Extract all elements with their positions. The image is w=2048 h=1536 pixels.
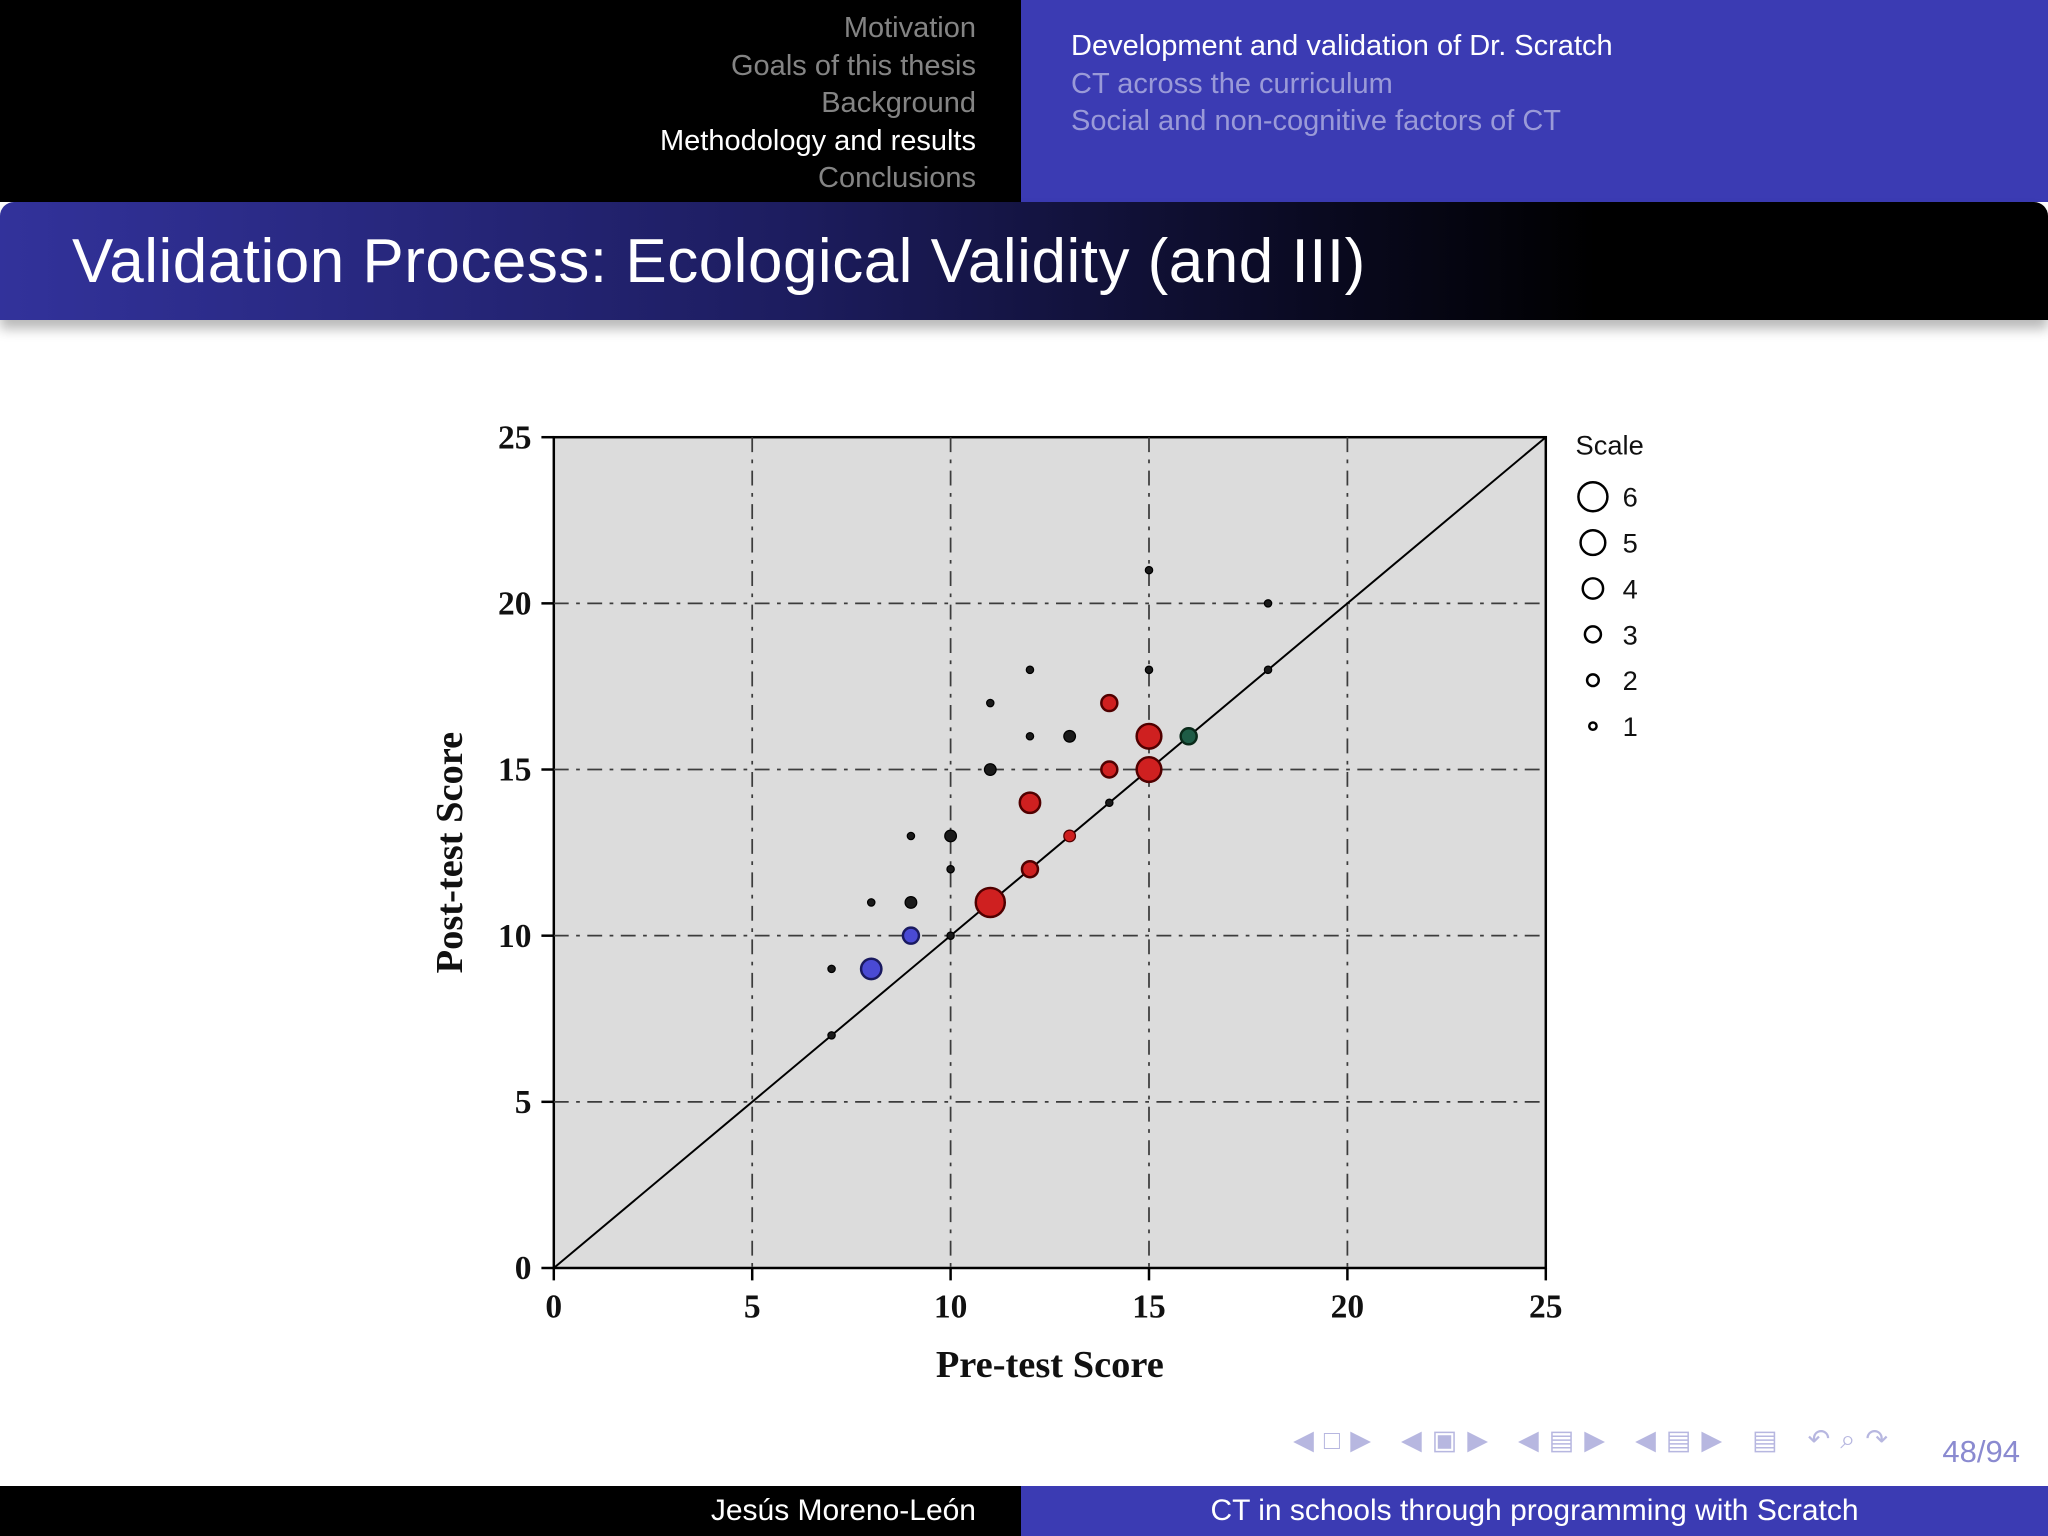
svg-text:15: 15	[498, 752, 531, 789]
svg-text:4: 4	[1623, 573, 1638, 604]
section-link[interactable]: Goals of this thesis	[731, 49, 976, 82]
go-forward-icon[interactable]: ↷	[1865, 1424, 1888, 1454]
slide-title-bar: Validation Process: Ecological Validity …	[0, 202, 2048, 320]
nav-group-frame: ◀ ▣ ▶	[1401, 1425, 1488, 1456]
section-icon[interactable]: ▤	[1665, 1424, 1692, 1455]
navigation-symbols: ◀ □ ▶ ◀ ▣ ▶ ◀ ▤ ▶ ◀ ▤ ▶ ▤ ↶ ⌕ ↷	[1263, 1424, 1888, 1456]
prev-subsection-icon[interactable]: ◀	[1518, 1424, 1539, 1455]
section-link[interactable]: Background	[821, 87, 976, 119]
svg-text:Pre-test Score: Pre-test Score	[936, 1344, 1164, 1386]
frame-icon[interactable]: ▣	[1431, 1424, 1458, 1455]
svg-text:10: 10	[498, 918, 531, 955]
svg-text:20: 20	[498, 586, 531, 623]
header: Motivation Goals of this thesis Background…	[0, 0, 2048, 202]
svg-text:2: 2	[1623, 665, 1638, 696]
svg-text:Scale: Scale	[1576, 430, 1644, 461]
prev-section-icon[interactable]: ◀	[1635, 1424, 1656, 1455]
prev-slide-icon[interactable]: ◀	[1293, 1424, 1314, 1455]
svg-text:10: 10	[934, 1289, 967, 1326]
svg-text:6: 6	[1623, 482, 1638, 513]
svg-text:5: 5	[515, 1084, 532, 1121]
svg-text:0: 0	[545, 1289, 562, 1326]
nav-group-section: ◀ ▤ ▶	[1635, 1425, 1722, 1456]
next-frame-icon[interactable]: ▶	[1467, 1424, 1489, 1455]
slide-title: Validation Process: Ecological Validity …	[72, 226, 1366, 296]
next-subsection-icon[interactable]: ▶	[1584, 1424, 1606, 1455]
nav-group-presentation: ▤	[1752, 1425, 1778, 1456]
footer: Jesús Moreno-León CT in schools through …	[0, 1486, 2048, 1536]
scatter-chart: 0 5 10 15 20 25 0 5 10 15 20 25 Pre-test Score Post-t…	[405, 400, 1769, 1491]
svg-text:15: 15	[1132, 1289, 1165, 1326]
svg-text:1: 1	[1623, 711, 1638, 742]
header-sections: Motivation Goals of this thesis Background…	[0, 0, 1021, 202]
svg-text:Post-test Score: Post-test Score	[429, 732, 471, 973]
header-subsections: Development and validation of Dr. Scratc…	[1021, 0, 2048, 202]
subsection-link[interactable]: Social and non-cognitive factors of CT	[1071, 105, 1562, 137]
nav-group-subsection: ◀ ▤ ▶	[1518, 1425, 1605, 1456]
presentation-icon[interactable]: ▤	[1752, 1424, 1778, 1455]
subsection-icon[interactable]: ▤	[1548, 1424, 1575, 1455]
svg-text:0: 0	[515, 1250, 532, 1287]
footer-short-title: CT in schools through programming with S…	[1210, 1494, 1859, 1527]
footer-title-area: CT in schools through programming with S…	[1021, 1486, 2048, 1536]
next-section-icon[interactable]: ▶	[1701, 1424, 1723, 1455]
nav-group-history: ↶ ⌕ ↷	[1808, 1424, 1888, 1456]
page-indicator: 48/94	[1942, 1434, 2020, 1469]
slide-icon[interactable]: □	[1323, 1424, 1341, 1455]
search-icon[interactable]: ⌕	[1840, 1424, 1856, 1454]
next-slide-icon[interactable]: ▶	[1350, 1424, 1371, 1455]
nav-group-slide: ◀ □ ▶	[1293, 1425, 1371, 1456]
subsection-link[interactable]: CT across the curriculum	[1071, 67, 1393, 100]
section-link[interactable]: Methodology and results	[660, 124, 976, 157]
section-link[interactable]: Motivation	[843, 12, 976, 44]
footer-author: Jesús Moreno-León	[710, 1494, 976, 1527]
go-back-icon[interactable]: ↶	[1807, 1424, 1831, 1454]
subsection-link[interactable]: Development and validation of Dr. Scratc…	[1071, 30, 1613, 62]
svg-text:25: 25	[498, 419, 531, 456]
section-link[interactable]: Conclusions	[818, 162, 976, 194]
prev-frame-icon[interactable]: ◀	[1400, 1424, 1422, 1455]
footer-author-area: Jesús Moreno-León	[0, 1486, 1021, 1536]
svg-text:5: 5	[744, 1289, 761, 1326]
svg-text:25: 25	[1529, 1289, 1562, 1326]
svg-text:20: 20	[1331, 1289, 1364, 1326]
svg-text:5: 5	[1623, 528, 1638, 559]
svg-text:3: 3	[1623, 619, 1638, 650]
